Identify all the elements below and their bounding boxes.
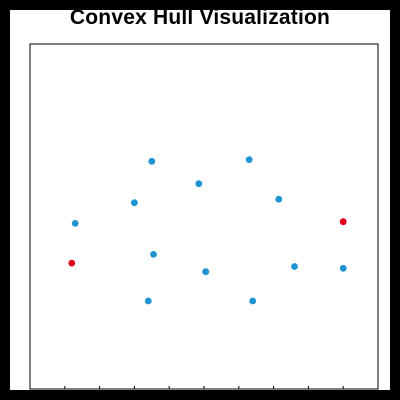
data-point-2 [245,156,253,164]
highlighted-point-8 [68,259,76,267]
data-point-14 [249,297,257,305]
plot-area [29,43,379,390]
data-point-13 [144,297,152,305]
data-point-9 [150,251,157,258]
data-point-10 [202,268,210,276]
highlighted-point-7 [339,218,347,226]
data-point-1 [148,157,156,165]
data-point-3 [195,180,203,188]
data-point-12 [339,264,347,272]
data-point-11 [291,263,298,270]
data-points [68,156,347,305]
data-point-4 [131,199,138,207]
data-point-5 [275,195,283,203]
data-point-6 [71,220,79,227]
x-axis-ticks [29,386,379,389]
chart-title: Convex Hull Visualization [69,6,331,29]
